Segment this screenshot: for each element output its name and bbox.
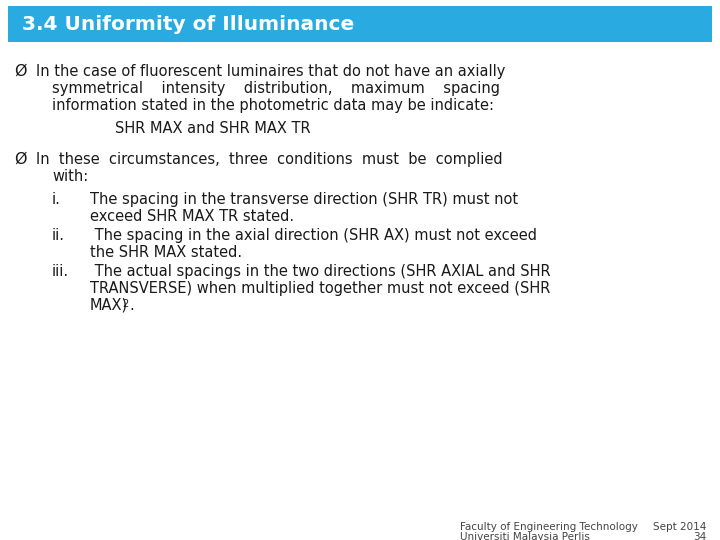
Text: Ø: Ø bbox=[14, 64, 27, 79]
Text: iii.: iii. bbox=[52, 264, 69, 279]
Text: i.: i. bbox=[52, 192, 61, 207]
Text: The spacing in the transverse direction (SHR TR) must not: The spacing in the transverse direction … bbox=[90, 192, 518, 207]
Text: with:: with: bbox=[52, 169, 89, 184]
Text: Sept 2014: Sept 2014 bbox=[652, 522, 706, 532]
Text: .: . bbox=[129, 298, 134, 313]
Text: information stated in the photometric data may be indicate:: information stated in the photometric da… bbox=[52, 98, 494, 113]
Text: ii.: ii. bbox=[52, 228, 65, 243]
Text: Ø: Ø bbox=[14, 152, 27, 167]
Text: MAX): MAX) bbox=[90, 298, 128, 313]
Text: 2: 2 bbox=[122, 299, 128, 309]
Text: the SHR MAX stated.: the SHR MAX stated. bbox=[90, 245, 242, 260]
Text: exceed SHR MAX TR stated.: exceed SHR MAX TR stated. bbox=[90, 209, 294, 224]
Text: symmetrical    intensity    distribution,    maximum    spacing: symmetrical intensity distribution, maxi… bbox=[52, 81, 500, 96]
Text: Universiti Malaysia Perlis: Universiti Malaysia Perlis bbox=[460, 532, 590, 540]
Text: In  these  circumstances,  three  conditions  must  be  complied: In these circumstances, three conditions… bbox=[36, 152, 503, 167]
Text: Faculty of Engineering Technology: Faculty of Engineering Technology bbox=[460, 522, 638, 532]
Text: The spacing in the axial direction (SHR AX) must not exceed: The spacing in the axial direction (SHR … bbox=[90, 228, 537, 243]
Text: SHR MAX and SHR MAX TR: SHR MAX and SHR MAX TR bbox=[115, 121, 310, 136]
Text: 34: 34 bbox=[693, 532, 706, 540]
Text: TRANSVERSE) when multiplied together must not exceed (SHR: TRANSVERSE) when multiplied together mus… bbox=[90, 281, 550, 296]
Text: 3.4 Uniformity of Illuminance: 3.4 Uniformity of Illuminance bbox=[22, 15, 354, 33]
FancyBboxPatch shape bbox=[8, 6, 712, 42]
Text: The actual spacings in the two directions (SHR AXIAL and SHR: The actual spacings in the two direction… bbox=[90, 264, 551, 279]
Text: In the case of fluorescent luminaires that do not have an axially: In the case of fluorescent luminaires th… bbox=[36, 64, 505, 79]
